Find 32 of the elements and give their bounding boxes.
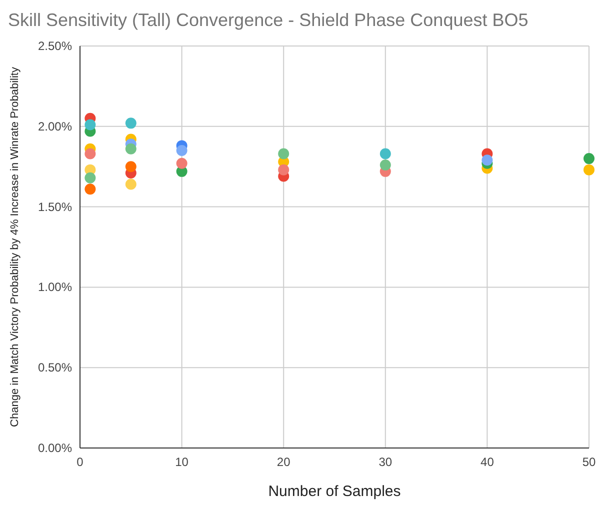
point	[278, 164, 290, 176]
point	[125, 161, 136, 172]
point	[84, 172, 96, 184]
x-tick-label: 20	[276, 455, 291, 469]
point	[380, 160, 391, 170]
point	[84, 119, 96, 130]
y-tick-label: 0.00%	[38, 441, 72, 455]
point	[278, 148, 290, 160]
x-axis-title: Number of Samples	[268, 483, 401, 500]
point	[584, 164, 594, 176]
point	[380, 148, 391, 160]
chart-title: Skill Sensitivity (Tall) Convergence - Shield Phase Conquest BO5	[8, 10, 528, 30]
x-tick-label: 30	[378, 455, 392, 469]
point	[176, 145, 188, 156]
y-tick-label: 1.00%	[38, 280, 72, 294]
point	[125, 143, 136, 154]
y-tick-label: 0.50%	[38, 360, 72, 375]
y-axis-title: Change in Match Victory Probability by 4% Increase in Winrate Probability	[9, 66, 21, 427]
point	[584, 153, 594, 164]
point	[482, 154, 493, 166]
point	[125, 178, 136, 190]
point	[176, 158, 188, 169]
y-tick-label: 1.50%	[38, 200, 72, 214]
y-tick-label: 2.00%	[38, 119, 72, 134]
point	[84, 184, 96, 195]
x-tick-label: 40	[480, 455, 494, 469]
x-tick-label: 0	[76, 455, 84, 469]
x-tick-label: 10	[175, 455, 189, 469]
point	[84, 148, 96, 160]
x-tick-label: 50	[582, 455, 596, 469]
y-tick-label: 2.50%	[38, 39, 72, 53]
point	[125, 118, 136, 129]
